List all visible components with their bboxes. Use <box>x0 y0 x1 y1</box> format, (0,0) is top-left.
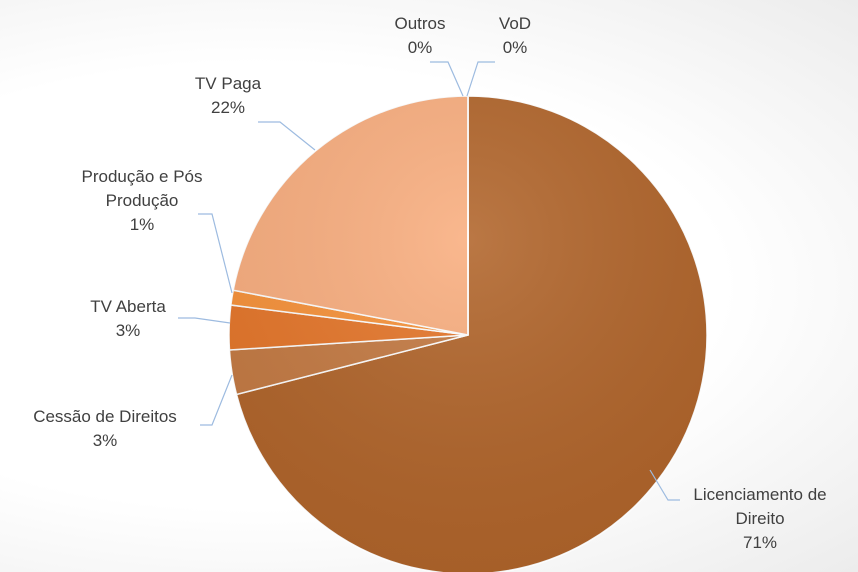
value-label: 0% <box>502 38 528 57</box>
category-name: Outros <box>394 14 446 33</box>
leader-line <box>200 374 233 426</box>
leader-line <box>466 61 495 97</box>
value-label: 0% <box>407 38 433 57</box>
value-label: 71% <box>742 533 778 552</box>
slice-label: VoD 0% <box>475 12 555 60</box>
value-label: 1% <box>129 215 155 234</box>
slice-label: Licenciamento de Direito 71% <box>675 483 845 555</box>
category-name: Cessão de Direitos <box>33 407 177 426</box>
category-name: TV Paga <box>194 74 262 93</box>
leader-line <box>649 469 680 501</box>
slice-label: Outros 0% <box>380 12 460 60</box>
slice-label: Produção e Pós Produção 1% <box>57 165 227 237</box>
slice-label: TV Paga 22% <box>168 72 288 120</box>
category-name: Produção e Pós Produção <box>81 167 203 210</box>
slice-label: Cessão de Direitos 3% <box>5 405 205 453</box>
leader-line <box>178 317 231 324</box>
category-name: Licenciamento de Direito <box>693 485 827 528</box>
leader-line <box>198 213 233 294</box>
value-label: 3% <box>92 431 118 450</box>
value-label: 3% <box>115 321 141 340</box>
category-name: TV Aberta <box>90 297 166 316</box>
category-name: VoD <box>498 14 532 33</box>
leader-line <box>258 121 316 151</box>
slice-label: TV Aberta 3% <box>58 295 198 343</box>
value-label: 22% <box>210 98 246 117</box>
leader-line <box>430 61 464 97</box>
